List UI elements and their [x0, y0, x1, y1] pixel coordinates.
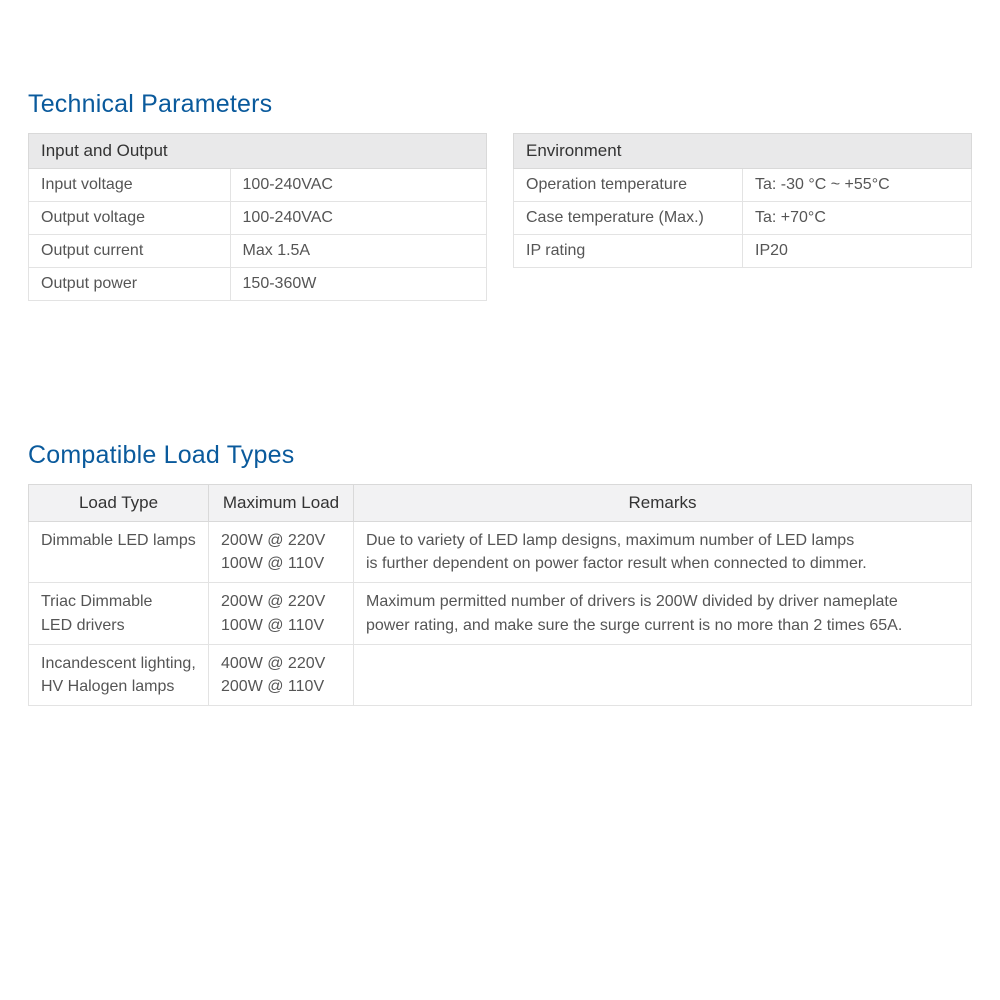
table-row: Incandescent lighting,HV Halogen lamps 4…	[29, 644, 972, 705]
load-remarks: Due to variety of LED lamp designs, maxi…	[354, 522, 972, 583]
env-label: Case temperature (Max.)	[514, 202, 743, 235]
io-value: 100-240VAC	[230, 169, 486, 202]
io-label: Output voltage	[29, 202, 231, 235]
table-row: Case temperature (Max.)Ta: +70°C	[514, 202, 972, 235]
load-type: Triac DimmableLED drivers	[29, 583, 209, 644]
io-value: Max 1.5A	[230, 235, 486, 268]
table-row: Operation temperatureTa: -30 °C ~ +55°C	[514, 169, 972, 202]
env-value: Ta: -30 °C ~ +55°C	[743, 169, 972, 202]
table-row: Output voltage100-240VAC	[29, 202, 487, 235]
table-row: Triac DimmableLED drivers 200W @ 220V100…	[29, 583, 972, 644]
load-col-type: Load Type	[29, 485, 209, 522]
table-row: Input voltage100-240VAC	[29, 169, 487, 202]
load-max: 200W @ 220V100W @ 110V	[209, 522, 354, 583]
io-header: Input and Output	[29, 134, 487, 169]
load-remarks: Maximum permitted number of drivers is 2…	[354, 583, 972, 644]
load-type: Dimmable LED lamps	[29, 522, 209, 583]
load-col-max: Maximum Load	[209, 485, 354, 522]
load-remarks	[354, 644, 972, 705]
env-table: Environment Operation temperatureTa: -30…	[513, 133, 972, 268]
load-max: 200W @ 220V100W @ 110V	[209, 583, 354, 644]
table-row: Dimmable LED lamps 200W @ 220V100W @ 110…	[29, 522, 972, 583]
load-type: Incandescent lighting,HV Halogen lamps	[29, 644, 209, 705]
io-value: 150-360W	[230, 268, 486, 301]
io-value: 100-240VAC	[230, 202, 486, 235]
table-row: Output currentMax 1.5A	[29, 235, 487, 268]
load-col-remarks: Remarks	[354, 485, 972, 522]
env-panel: Environment Operation temperatureTa: -30…	[513, 133, 972, 301]
technical-parameters-row: Input and Output Input voltage100-240VAC…	[28, 133, 972, 301]
env-label: Operation temperature	[514, 169, 743, 202]
io-label: Input voltage	[29, 169, 231, 202]
compatible-load-types-title: Compatible Load Types	[28, 441, 972, 470]
io-label: Output current	[29, 235, 231, 268]
load-max: 400W @ 220V200W @ 110V	[209, 644, 354, 705]
env-header: Environment	[514, 134, 972, 169]
load-header-row: Load Type Maximum Load Remarks	[29, 485, 972, 522]
io-panel: Input and Output Input voltage100-240VAC…	[28, 133, 487, 301]
env-value: IP20	[743, 235, 972, 268]
env-value: Ta: +70°C	[743, 202, 972, 235]
load-table: Load Type Maximum Load Remarks Dimmable …	[28, 484, 972, 706]
technical-parameters-title: Technical Parameters	[28, 90, 972, 119]
load-section: Compatible Load Types Load Type Maximum …	[28, 441, 972, 706]
table-row: IP ratingIP20	[514, 235, 972, 268]
io-table: Input and Output Input voltage100-240VAC…	[28, 133, 487, 301]
table-row: Output power150-360W	[29, 268, 487, 301]
env-label: IP rating	[514, 235, 743, 268]
io-label: Output power	[29, 268, 231, 301]
